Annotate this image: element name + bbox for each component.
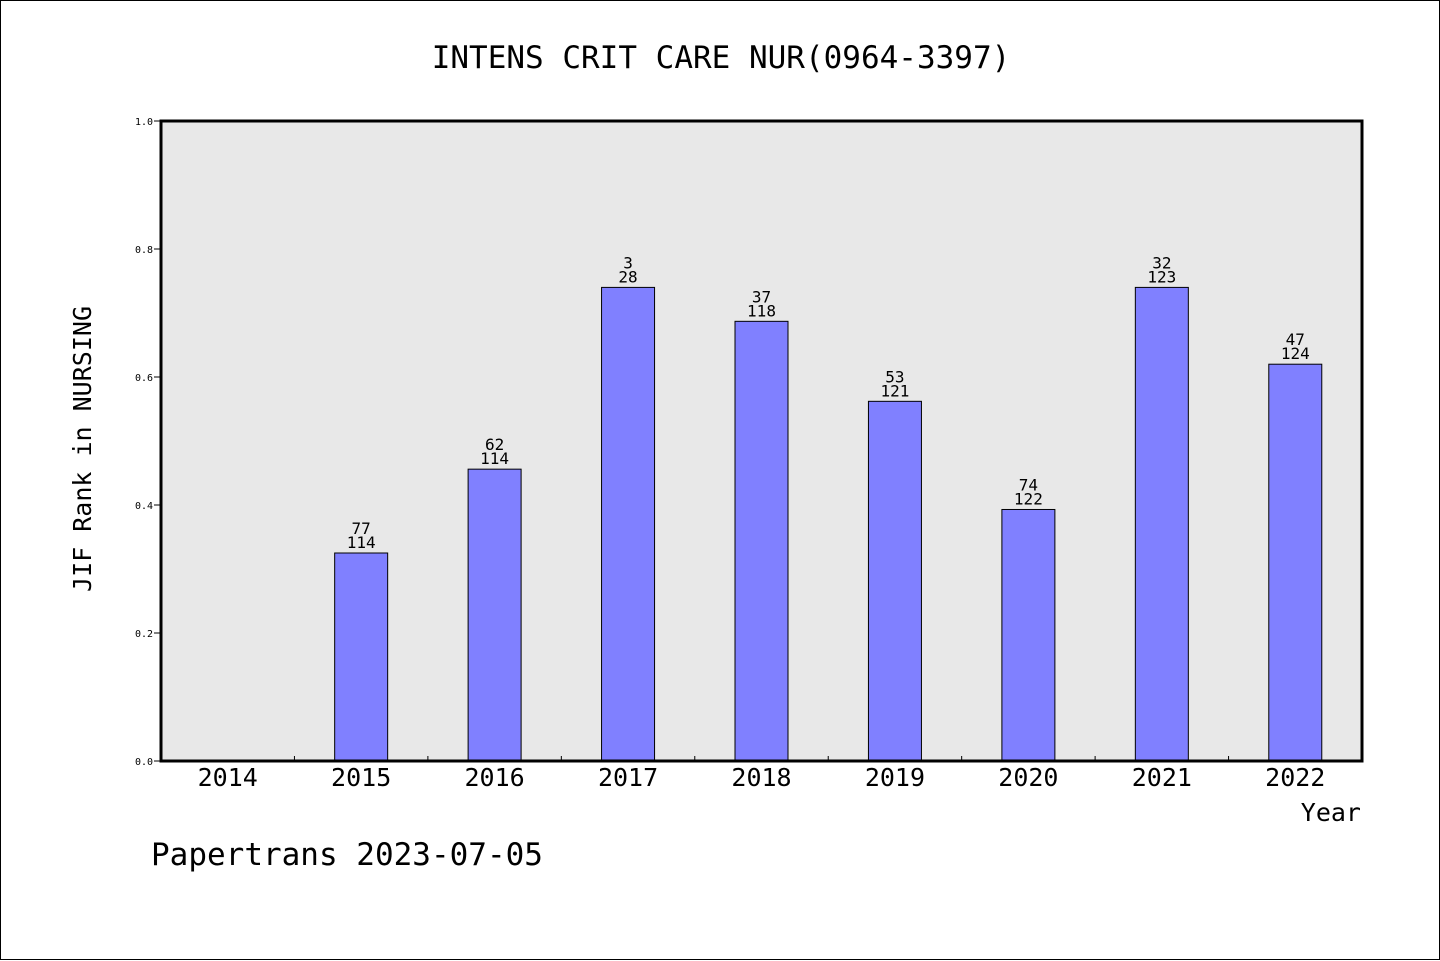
- chart-title: INTENS CRIT CARE NUR(0964-3397): [432, 40, 1011, 76]
- y-tick-label: 0.4: [135, 501, 153, 512]
- x-axis: 2014 2015 2016 2017 2018 2019 2020 2021 2022: [198, 756, 1325, 792]
- bar-2015: [334, 552, 389, 762]
- bar-label-total: 114: [480, 449, 509, 468]
- bar-label-total: 118: [747, 301, 776, 320]
- bar-label-total: 28: [618, 267, 637, 286]
- y-tick-label: 0.0: [135, 757, 153, 768]
- bar-2017: [601, 286, 656, 762]
- bar-2018: [734, 320, 789, 762]
- bar-label-rank: 74: [1019, 475, 1038, 494]
- y-tick-label: 0.2: [135, 629, 153, 640]
- bar-label-total: 121: [880, 381, 909, 400]
- bar-label-total: 122: [1014, 489, 1043, 508]
- bar-label-total: 114: [347, 533, 376, 552]
- bar-label-rank: 47: [1286, 330, 1305, 349]
- bar-label-total: 124: [1281, 344, 1310, 363]
- x-axis-label: Year: [1301, 798, 1361, 827]
- x-tick-label: 2016: [465, 763, 525, 792]
- x-tick-label: 2017: [598, 763, 658, 792]
- plot-border: [159, 119, 1364, 763]
- bar-label-rank: 32: [1152, 253, 1171, 272]
- x-tick-label: 2021: [1132, 763, 1192, 792]
- x-tick-label: 2020: [998, 763, 1058, 792]
- bar-label-rank: 77: [352, 519, 371, 538]
- footer-text: Papertrans 2023-07-05: [151, 837, 543, 873]
- bar-2020: [1001, 508, 1056, 762]
- bar-2016: [467, 468, 522, 762]
- bars-group: [334, 286, 1323, 762]
- bar-2022: [1268, 363, 1323, 762]
- bar-label-rank: 3: [623, 253, 633, 272]
- x-tick-label: 2022: [1265, 763, 1325, 792]
- bar-label-rank: 53: [885, 367, 904, 386]
- bar-label-rank: 37: [752, 287, 771, 306]
- y-tick-label: 0.8: [135, 245, 153, 256]
- bar-2019: [867, 400, 922, 762]
- y-axis: 0.0 0.2 0.4 0.6 0.8 1.0: [135, 117, 161, 768]
- bar-2021: [1134, 286, 1189, 762]
- y-tick-label: 1.0: [135, 117, 153, 128]
- y-tick-label: 0.6: [135, 373, 153, 384]
- y-axis-label: JIF Rank in NURSING: [68, 306, 97, 592]
- x-tick-label: 2015: [331, 763, 391, 792]
- x-tick-label: 2019: [865, 763, 925, 792]
- bar-label-total: 123: [1147, 267, 1176, 286]
- x-tick-label: 2018: [731, 763, 791, 792]
- x-tick-label: 2014: [198, 763, 258, 792]
- bar-label-rank: 62: [485, 435, 504, 454]
